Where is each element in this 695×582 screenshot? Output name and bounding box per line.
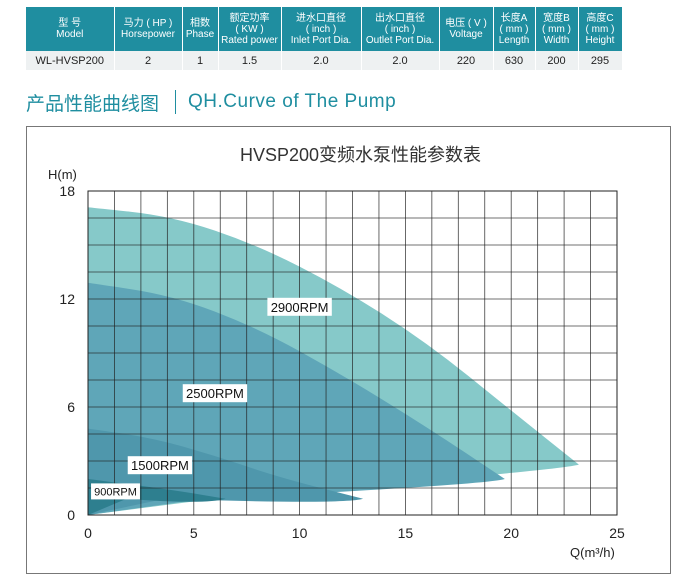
spec-data-row: WL-HVSP200 2 1 1.5 2.0 2.0 220 630 200 295 <box>26 51 623 70</box>
spec-header-en: ( mm ) <box>585 23 615 35</box>
section-title-en: QH.Curve of The Pump <box>188 91 397 112</box>
spec-header-cn: 型 号 <box>58 18 82 29</box>
spec-header-en2: Height <box>585 34 615 46</box>
chart-frame: HVSP200变频水泵性能参数表 H(m) Q(m³/h) 0 5 10 15 20 25 0 6 1… <box>26 126 671 574</box>
x-tick-label: 20 <box>503 525 519 541</box>
series-label-2900rpm: 2900RPM <box>271 300 329 315</box>
spec-header-en2: Width <box>543 34 570 46</box>
series-label-bg <box>91 483 140 500</box>
spec-header-en: ( KW ) <box>235 23 264 35</box>
series-label-2500rpm: 2500RPM <box>186 386 244 401</box>
spec-header-cell: 进水口直径( inch ) Inlet Port Dia. <box>281 7 362 51</box>
spec-header-cn: 宽度B <box>543 12 570 24</box>
spec-header-en: Voltage <box>449 29 483 40</box>
spec-header-cn: 高度C <box>586 12 614 24</box>
spec-table: 型 号 Model 马力 ( HP ) Horsepower 相数 Phase 额定功率( … <box>26 7 623 70</box>
spec-header-cell: 电压 ( V ) Voltage <box>439 7 494 51</box>
spec-header-cn: 进水口直径 <box>296 12 346 24</box>
qh-curve-chart: HVSP200变频水泵性能参数表 H(m) Q(m³/h) 0 5 10 15 20 25 0 6 1… <box>48 145 625 560</box>
series-label-900rpm: 900RPM <box>94 486 137 498</box>
x-tick-label: 5 <box>190 525 198 541</box>
plot-border <box>87 190 618 516</box>
x-tick-label: 25 <box>609 525 625 541</box>
series-label-bg <box>267 297 332 316</box>
spec-header-cell: 出水口直径( inch ) Outlet Port Dia. <box>361 7 440 51</box>
x-tick-label: 15 <box>398 525 414 541</box>
spec-header-cell: 额定功率( KW ) Rated power <box>218 7 282 51</box>
spec-cell: 2 <box>114 51 183 70</box>
spec-header-en: ( mm ) <box>499 23 529 35</box>
series-label-1500rpm: 1500RPM <box>131 458 189 473</box>
spec-header-en: ( inch ) <box>305 23 337 35</box>
spec-header-en: Phase <box>185 29 215 40</box>
spec-header-cn: 马力 ( HP ) <box>123 18 173 29</box>
spec-header-en2: Inlet Port Dia. <box>290 34 352 46</box>
spec-header-en2: Length <box>498 34 530 46</box>
spec-header-cn: 相数 <box>190 18 210 29</box>
spec-cell: 630 <box>493 51 536 70</box>
spec-cell: 220 <box>439 51 494 70</box>
spec-header-en: Model <box>56 29 84 40</box>
title-separator <box>175 90 177 114</box>
x-axis-label: Q(m³/h) <box>570 545 615 560</box>
y-axis-label: H(m) <box>48 167 77 182</box>
spec-cell: 2.0 <box>281 51 362 70</box>
y-tick-label: 0 <box>67 507 75 523</box>
series-label-bg <box>182 384 248 403</box>
spec-header-cell: 马力 ( HP ) Horsepower <box>114 7 183 51</box>
spec-header-cell: 相数 Phase <box>182 7 219 51</box>
chart-title: HVSP200变频水泵性能参数表 <box>240 145 481 165</box>
spec-header-cell: 宽度B( mm ) Width <box>535 7 579 51</box>
spec-header-cn: 出水口直径 <box>375 12 425 24</box>
spec-cell: 2.0 <box>361 51 440 70</box>
x-tick-label: 0 <box>84 525 92 541</box>
section-title: 产品性能曲线图 QH.Curve of The Pump <box>26 88 396 116</box>
spec-header-en: ( inch ) <box>384 23 416 35</box>
spec-header-cell: 长度A( mm ) Length <box>493 7 536 51</box>
spec-cell: 295 <box>578 51 623 70</box>
spec-header-en2: Rated power <box>221 34 278 46</box>
spec-cell: 200 <box>535 51 579 70</box>
spec-header-en: ( mm ) <box>542 23 571 35</box>
section-title-cn: 产品性能曲线图 <box>26 93 160 115</box>
y-tick-label: 18 <box>59 183 75 199</box>
spec-header-cn: 长度A <box>500 12 528 24</box>
y-tick-label: 12 <box>59 291 75 307</box>
spec-header-cell: 型 号 Model <box>26 7 115 51</box>
spec-cell: 1 <box>182 51 219 70</box>
x-tick-label: 10 <box>292 525 308 541</box>
spec-header-en2: Outlet Port Dia. <box>365 34 435 46</box>
spec-header-cn: 额定功率 <box>229 12 270 24</box>
spec-header-row: 型 号 Model 马力 ( HP ) Horsepower 相数 Phase 额定功率( … <box>26 7 623 51</box>
spec-header-en: Horsepower <box>121 29 175 40</box>
spec-header-cn: 电压 ( V ) <box>445 18 487 29</box>
spec-header-cell: 高度C( mm ) Height <box>578 7 623 51</box>
series-label-bg <box>127 456 193 475</box>
spec-cell: 1.5 <box>218 51 282 70</box>
spec-cell: WL-HVSP200 <box>26 51 115 70</box>
y-tick-label: 6 <box>67 399 75 415</box>
